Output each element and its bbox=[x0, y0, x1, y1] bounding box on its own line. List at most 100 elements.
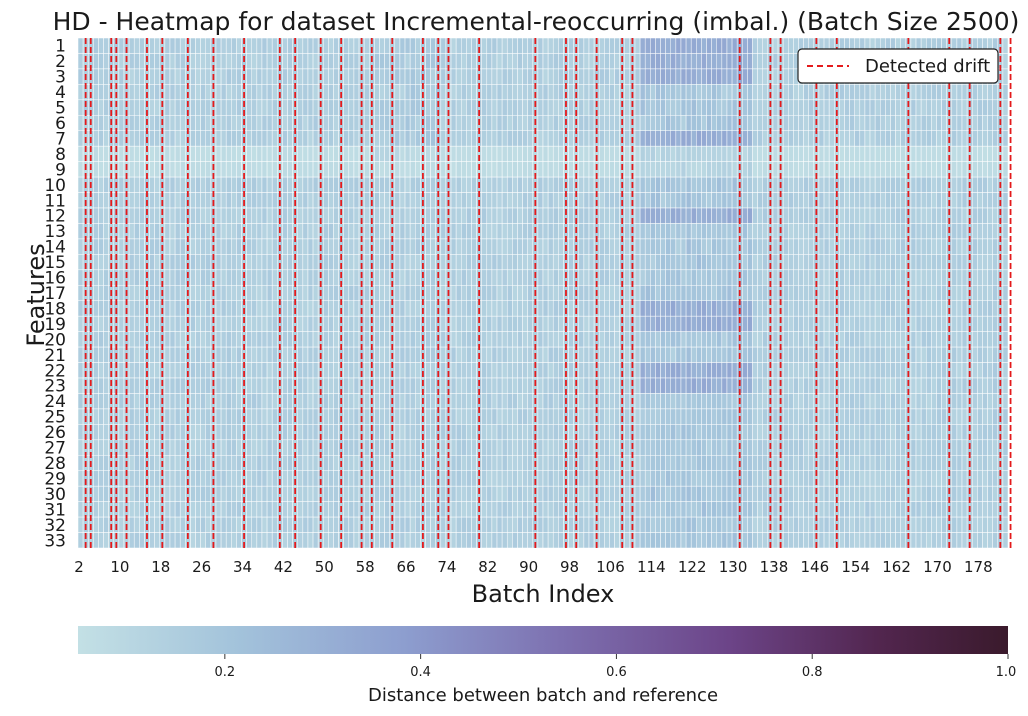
heatmap-cell bbox=[236, 99, 242, 116]
heatmap-cell bbox=[542, 439, 549, 456]
heatmap-cell bbox=[731, 439, 738, 456]
heatmap-cell bbox=[164, 254, 171, 271]
heatmap-cell bbox=[506, 424, 513, 441]
heatmap-cell bbox=[880, 115, 886, 131]
heatmap-cell bbox=[880, 346, 886, 363]
heatmap-cell bbox=[874, 192, 881, 209]
heatmap-cell bbox=[200, 269, 206, 286]
heatmap-cell bbox=[394, 53, 401, 70]
heatmap-cell bbox=[650, 285, 656, 301]
heatmap-cell bbox=[215, 130, 222, 147]
heatmap-cell bbox=[690, 176, 697, 193]
heatmap-cell bbox=[415, 37, 421, 54]
heatmap-cell bbox=[568, 439, 574, 456]
heatmap-cell bbox=[644, 300, 651, 317]
heatmap-cell bbox=[512, 300, 518, 317]
heatmap-cell bbox=[220, 377, 227, 394]
heatmap-cell bbox=[271, 362, 278, 379]
heatmap-cell bbox=[706, 207, 712, 224]
heatmap-cell bbox=[839, 238, 845, 255]
heatmap-cell bbox=[374, 192, 380, 209]
heatmap-cell bbox=[379, 269, 385, 286]
heatmap-cell bbox=[363, 161, 370, 178]
heatmap-cell bbox=[992, 408, 999, 425]
heatmap-cell bbox=[363, 269, 370, 286]
heatmap-cell bbox=[491, 145, 498, 162]
heatmap-cell bbox=[757, 439, 763, 456]
heatmap-cell bbox=[936, 223, 942, 240]
heatmap-cell bbox=[788, 192, 794, 209]
heatmap-cell bbox=[333, 130, 339, 147]
heatmap-cell bbox=[363, 424, 370, 441]
heatmap-cell bbox=[992, 393, 999, 410]
heatmap-cell bbox=[537, 315, 544, 332]
heatmap-cell bbox=[363, 37, 370, 54]
heatmap-cell bbox=[512, 315, 518, 332]
heatmap-cell bbox=[231, 393, 237, 410]
heatmap-cell bbox=[880, 315, 886, 332]
heatmap-cell bbox=[941, 99, 947, 116]
heatmap-cell bbox=[251, 285, 258, 301]
heatmap-cell bbox=[271, 300, 278, 317]
heatmap-cell bbox=[522, 238, 528, 255]
heatmap-cell bbox=[164, 439, 171, 456]
heatmap-cell bbox=[404, 315, 411, 332]
heatmap-cell bbox=[537, 285, 544, 301]
heatmap-cell bbox=[971, 408, 978, 425]
heatmap-cell bbox=[440, 408, 447, 425]
heatmap-cell bbox=[747, 285, 753, 301]
heatmap-cell bbox=[890, 223, 896, 240]
heatmap-cell bbox=[925, 362, 932, 379]
heatmap-cell bbox=[568, 346, 574, 363]
heatmap-cell bbox=[675, 68, 682, 85]
heatmap-cell bbox=[588, 408, 595, 425]
heatmap-cell bbox=[246, 99, 252, 116]
heatmap-cell bbox=[261, 362, 268, 379]
heatmap-cell bbox=[174, 145, 181, 162]
heatmap-cell bbox=[220, 408, 227, 425]
heatmap-cell bbox=[517, 285, 523, 301]
heatmap-cell bbox=[864, 192, 871, 209]
heatmap-cell bbox=[455, 238, 462, 255]
heatmap-cell bbox=[251, 130, 258, 147]
heatmap-cell bbox=[77, 346, 84, 363]
heatmap-cell bbox=[312, 37, 319, 54]
heatmap-cell bbox=[139, 207, 145, 224]
heatmap-cell bbox=[910, 238, 917, 255]
heatmap-cell bbox=[977, 130, 983, 147]
heatmap-cell bbox=[910, 408, 917, 425]
heatmap-cell bbox=[77, 161, 84, 178]
heatmap-cell bbox=[1002, 238, 1009, 255]
heatmap-cell bbox=[374, 362, 380, 379]
heatmap-cell bbox=[98, 223, 104, 240]
heatmap-cell bbox=[164, 192, 171, 209]
heatmap-cell bbox=[440, 331, 447, 348]
heatmap-cell bbox=[271, 176, 278, 193]
heatmap-cell bbox=[1002, 424, 1009, 441]
heatmap-cell bbox=[844, 408, 850, 425]
heatmap-cell bbox=[685, 393, 692, 410]
heatmap-cell bbox=[726, 223, 733, 240]
heatmap-cell bbox=[312, 192, 319, 209]
heatmap-cell bbox=[307, 424, 314, 441]
heatmap-cell bbox=[190, 285, 196, 301]
heatmap-cell bbox=[231, 84, 237, 101]
heatmap-cell bbox=[803, 346, 809, 363]
heatmap-cell bbox=[731, 269, 738, 286]
heatmap-cell bbox=[399, 455, 406, 471]
heatmap-cell bbox=[793, 315, 799, 332]
heatmap-cell bbox=[394, 362, 401, 379]
heatmap-cell bbox=[583, 424, 590, 441]
heatmap-cell bbox=[992, 346, 999, 363]
heatmap-cell bbox=[752, 377, 758, 394]
heatmap-cell bbox=[721, 37, 728, 54]
heatmap-cell bbox=[885, 115, 891, 131]
heatmap-cell bbox=[409, 115, 416, 131]
heatmap-cell bbox=[394, 68, 401, 85]
heatmap-cell bbox=[823, 223, 830, 240]
heatmap-cell bbox=[77, 37, 84, 54]
heatmap-cell bbox=[885, 84, 891, 101]
heatmap-cell bbox=[583, 269, 590, 286]
heatmap-cell bbox=[93, 269, 99, 286]
heatmap-cell bbox=[680, 192, 687, 209]
